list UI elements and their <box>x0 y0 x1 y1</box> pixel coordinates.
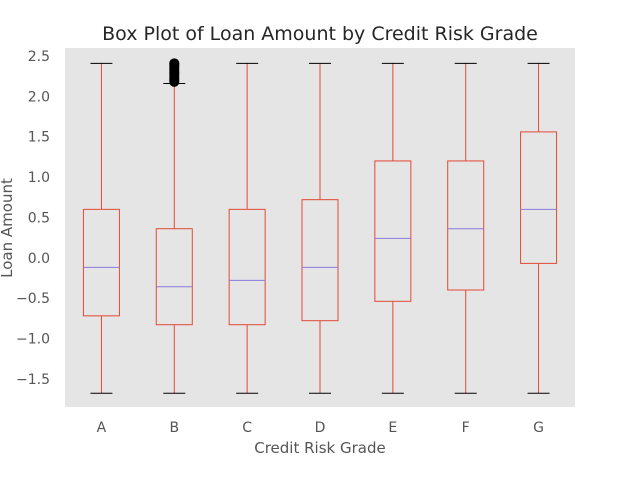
box-E <box>374 62 412 394</box>
box-C <box>228 62 266 394</box>
x-axis-ticks: A B C D E F G <box>97 420 544 436</box>
x-tick-label: A <box>97 420 107 436</box>
y-tick-label: 1.5 <box>28 130 50 146</box>
iqr-box <box>228 208 266 326</box>
iqr-box <box>374 160 412 302</box>
box-G <box>520 62 558 394</box>
x-tick-label: E <box>388 420 397 436</box>
x-tick-label: B <box>169 420 179 436</box>
y-tick-label: −1.0 <box>16 331 50 347</box>
x-tick-label: F <box>462 420 470 436</box>
chart-title: Box Plot of Loan Amount by Credit Risk G… <box>102 23 538 45</box>
y-tick-label: 2.5 <box>28 49 50 65</box>
y-tick-label: 0.5 <box>28 210 50 226</box>
x-tick-label: C <box>242 420 252 436</box>
y-axis-label: Loan Amount <box>0 178 16 278</box>
iqr-box <box>520 131 558 264</box>
boxes <box>82 58 558 394</box>
box-B <box>155 58 193 394</box>
iqr-box <box>155 228 193 326</box>
x-tick-label: D <box>315 420 326 436</box>
iqr-box <box>447 160 485 291</box>
box-A <box>82 62 120 394</box>
iqr-box <box>82 208 120 317</box>
outlier-point <box>169 58 180 69</box>
box-F <box>447 62 485 394</box>
iqr-box <box>301 199 339 322</box>
y-tick-label: 0.0 <box>28 251 50 267</box>
box-D <box>301 62 339 394</box>
y-axis-ticks: 2.5 2.0 1.5 1.0 0.5 0.0 −0.5 −1.0 −1.5 <box>16 49 50 388</box>
x-axis-label: Credit Risk Grade <box>254 439 385 457</box>
y-tick-label: −1.5 <box>16 372 50 388</box>
y-tick-label: 2.0 <box>28 89 50 105</box>
y-tick-label: 1.0 <box>28 170 50 186</box>
x-tick-label: G <box>533 420 544 436</box>
y-tick-label: −0.5 <box>16 291 50 307</box>
